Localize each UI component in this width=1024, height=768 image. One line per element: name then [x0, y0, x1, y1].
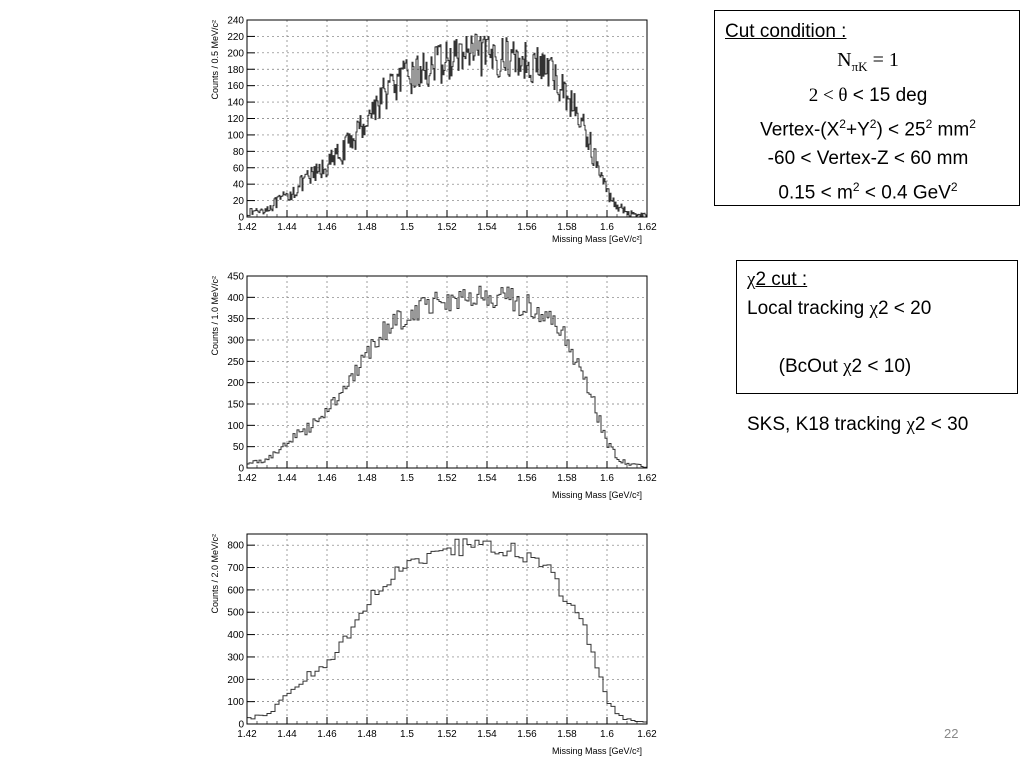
x-tick-label: 1.6 [600, 729, 614, 740]
cut-condition-title: Cut condition : [725, 21, 847, 42]
histogram-plot-3: 1.42 1.44 1.46 1.48 1.5 1.52 1.54 1.56 1.58 1.6 1.… [200, 524, 660, 764]
y-tick-label: 220 [227, 32, 244, 43]
y-axis-title: Counts / 2.0 MeV/c² [210, 534, 220, 614]
histogram-3-svg: 1.42 1.44 1.46 1.48 1.5 1.52 1.54 1.56 1.58 1.6 1.… [210, 533, 657, 756]
histogram-line [247, 538, 647, 723]
y-tick-label: 240 [227, 16, 244, 27]
histogram-line [247, 285, 647, 468]
x-tick-label: 1.5 [400, 222, 414, 233]
y-tick-label: 180 [227, 65, 244, 76]
axis-ticks: 1.42 1.44 1.46 1.48 1.5 1.52 1.54 1.56 1.58 1.6 1.… [227, 272, 657, 485]
y-tick-label: 200 [227, 48, 244, 59]
page-number: 22 [944, 726, 959, 741]
x-tick-label: 1.44 [277, 222, 297, 233]
y-axis-title: Counts / 1.0 MeV/c² [210, 276, 220, 356]
x-tick-label: 1.62 [637, 222, 657, 233]
x-tick-label: 1.62 [637, 473, 657, 484]
y-tick-label: 140 [227, 98, 244, 109]
y-tick-label: 400 [227, 293, 244, 304]
x-tick-label: 1.46 [317, 729, 337, 740]
x-tick-label: 1.46 [317, 473, 337, 484]
x-tick-label: 1.44 [277, 729, 297, 740]
x-tick-label: 1.54 [477, 473, 497, 484]
y-tick-label: 600 [227, 585, 244, 596]
grid [247, 20, 647, 217]
sks-k18-line: SKS, K18 tracking χ2 < 30 [747, 414, 969, 435]
y-tick-label: 300 [227, 652, 244, 663]
x-tick-label: 1.5 [400, 473, 414, 484]
x-tick-label: 1.48 [357, 729, 377, 740]
x-tick-label: 1.42 [237, 222, 257, 233]
axis-ticks: 1.42 1.44 1.46 1.48 1.5 1.52 1.54 1.56 1.58 1.6 1.… [227, 16, 657, 234]
x-axis-title: Missing Mass [GeV/c²] [552, 234, 642, 244]
x-tick-label: 1.54 [477, 222, 497, 233]
n-pik-line: NπK = 1 [837, 49, 899, 74]
histogram-line [247, 33, 647, 218]
x-tick-label: 1.5 [400, 729, 414, 740]
x-tick-label: 1.44 [277, 473, 297, 484]
y-tick-label: 450 [227, 272, 244, 283]
y-tick-label: 120 [227, 114, 244, 125]
y-tick-label: 400 [227, 630, 244, 641]
x-tick-label: 1.42 [237, 473, 257, 484]
y-tick-label: 160 [227, 81, 244, 92]
x-tick-label: 1.56 [517, 729, 537, 740]
vertex-xy-line: Vertex-(X2+Y2) < 252 mm2 [760, 117, 976, 141]
histogram-plot-1: 1.42 1.44 1.46 1.48 1.5 1.52 1.54 1.56 1.58 1.6 1.… [200, 12, 660, 252]
x-tick-label: 1.56 [517, 473, 537, 484]
x-tick-label: 1.52 [437, 473, 457, 484]
y-tick-label: 300 [227, 336, 244, 347]
m2-line: 0.15 < m2 < 0.4 GeV2 [778, 180, 958, 204]
x-tick-label: 1.48 [357, 222, 377, 233]
y-tick-label: 500 [227, 608, 244, 619]
y-tick-label: 50 [233, 442, 245, 453]
histogram-1-svg: 1.42 1.44 1.46 1.48 1.5 1.52 1.54 1.56 1.58 1.6 1.… [210, 16, 657, 245]
x-tick-label: 1.62 [637, 729, 657, 740]
x-tick-label: 1.58 [557, 222, 577, 233]
bcout-line: (BcOut χ2 < 10) [768, 356, 912, 377]
y-tick-label: 800 [227, 541, 244, 552]
vertex-z-line: -60 < Vertex-Z < 60 mm [767, 148, 969, 170]
x-tick-label: 1.52 [437, 222, 457, 233]
histogram-plot-2: 1.42 1.44 1.46 1.48 1.5 1.52 1.54 1.56 1.58 1.6 1.… [200, 268, 660, 508]
x-tick-label: 1.6 [600, 222, 614, 233]
y-tick-label: 80 [233, 147, 245, 158]
x-tick-label: 1.58 [557, 729, 577, 740]
grid [247, 534, 647, 724]
y-tick-label: 0 [238, 720, 244, 731]
local-tracking-line: Local tracking χ2 < 20 [747, 298, 932, 319]
y-tick-label: 0 [238, 464, 244, 475]
y-tick-label: 250 [227, 357, 244, 368]
x-tick-label: 1.46 [317, 222, 337, 233]
x-tick-label: 1.58 [557, 473, 577, 484]
chi2-cut-title: χ2 cut : [747, 269, 808, 290]
y-tick-label: 100 [227, 697, 244, 708]
x-axis-title: Missing Mass [GeV/c²] [552, 746, 642, 756]
x-axis-title: Missing Mass [GeV/c²] [552, 490, 642, 500]
chi2-cut-box: χ2 cut : Local tracking χ2 < 20 (BcOut χ… [736, 260, 1018, 435]
x-tick-label: 1.54 [477, 729, 497, 740]
y-tick-label: 100 [227, 130, 244, 141]
axis-ticks: 1.42 1.44 1.46 1.48 1.5 1.52 1.54 1.56 1.58 1.6 1.… [227, 541, 657, 740]
cut-condition-box: Cut condition : NπK = 1 2 < θ < 15 deg V… [714, 10, 1020, 206]
y-tick-label: 700 [227, 563, 244, 574]
y-tick-label: 0 [238, 213, 244, 224]
y-tick-label: 200 [227, 378, 244, 389]
x-tick-label: 1.42 [237, 729, 257, 740]
y-tick-label: 40 [233, 180, 245, 191]
x-tick-label: 1.56 [517, 222, 537, 233]
y-tick-label: 150 [227, 400, 244, 411]
x-tick-label: 1.6 [600, 473, 614, 484]
x-tick-label: 1.48 [357, 473, 377, 484]
y-tick-label: 100 [227, 421, 244, 432]
y-tick-label: 200 [227, 675, 244, 686]
x-tick-label: 1.52 [437, 729, 457, 740]
y-tick-label: 350 [227, 314, 244, 325]
theta-line: 2 < θ < 15 deg [808, 85, 928, 106]
grid [247, 276, 647, 468]
histogram-2-svg: 1.42 1.44 1.46 1.48 1.5 1.52 1.54 1.56 1.58 1.6 1.… [210, 272, 657, 501]
y-tick-label: 60 [233, 163, 245, 174]
y-axis-title: Counts / 0.5 MeV/c² [210, 20, 220, 100]
y-tick-label: 20 [233, 196, 245, 207]
